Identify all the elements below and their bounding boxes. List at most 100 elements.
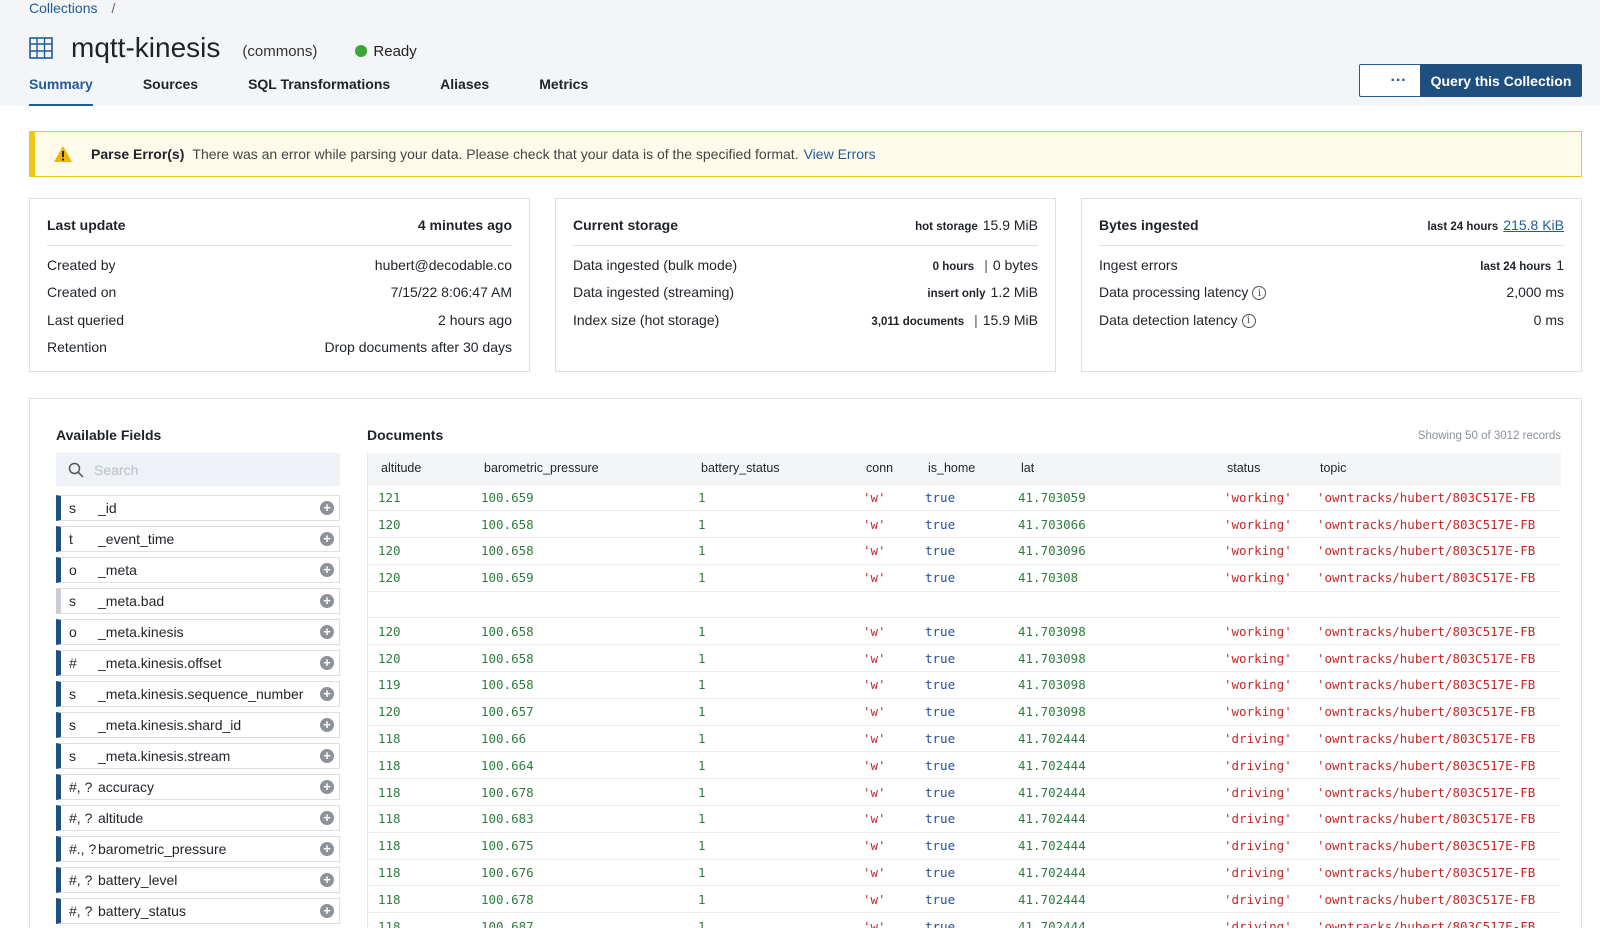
column-header[interactable]: topic	[1307, 453, 1561, 485]
search-icon	[68, 462, 84, 478]
table-cell: true	[915, 698, 1008, 726]
table-cell: 'owntracks/hubert/803C517E-FB	[1307, 725, 1561, 753]
table-cell: 'driving'	[1214, 778, 1307, 807]
row-value: 2,000 ms	[1506, 284, 1564, 301]
table-row[interactable]: 120 100.658 1'w' true 41.703096'working''own…	[368, 537, 1561, 565]
table-cell: true	[915, 725, 1008, 753]
tab-aliases[interactable]: Aliases	[440, 76, 490, 92]
tab-sql-transformations[interactable]: SQL Transformations	[248, 76, 391, 92]
table-row[interactable]: 118 100.664 1'w' true 41.702444'driving''own…	[368, 751, 1561, 780]
row-value: 0 ms	[1533, 311, 1564, 328]
row-value: 2 hours ago	[438, 311, 512, 328]
field-type: o	[69, 562, 77, 578]
field-item[interactable]: # _meta.kinesis.offset +	[56, 650, 340, 676]
add-field-icon[interactable]: +	[320, 532, 334, 546]
table-row[interactable]: 119 100.658 1'w' true 41.703098'working''own…	[368, 671, 1561, 699]
field-item[interactable]: o _meta.kinesis +	[56, 619, 340, 645]
column-header[interactable]: lat	[1008, 453, 1214, 485]
table-row[interactable]	[368, 591, 1561, 619]
table-cell: 100.664	[471, 751, 688, 780]
column-header[interactable]: altitude	[368, 453, 471, 485]
add-field-icon[interactable]: +	[320, 780, 334, 794]
field-item[interactable]: s _meta.kinesis.stream +	[56, 743, 340, 769]
field-item[interactable]: #, ? accuracy +	[56, 774, 340, 800]
info-icon[interactable]: i	[1252, 286, 1267, 301]
small-label: last 24 hours	[1480, 260, 1552, 273]
add-field-icon[interactable]: +	[320, 811, 334, 825]
table-row[interactable]: 118 100.676 1'w' true 41.702444'driving''own…	[368, 859, 1561, 887]
field-item[interactable]: o _meta +	[56, 557, 340, 583]
card-header: Last update 4 minutes ago	[47, 199, 512, 246]
card-row: Data processing latency i 2,000 ms	[1099, 279, 1564, 307]
card-header: Bytes ingested last 24 hours 215.8 KiB	[1099, 199, 1564, 246]
table-row[interactable]: 118 100.683 1'w' true 41.702444'driving''own…	[368, 805, 1561, 833]
bytes-ingested-link[interactable]: 215.8 KiB	[1503, 217, 1564, 233]
table-cell: 1	[688, 484, 853, 512]
view-errors-link[interactable]: View Errors	[803, 146, 876, 162]
table-row[interactable]: 120 100.658 1'w' true 41.703098'working''own…	[368, 644, 1561, 673]
field-item[interactable]: s _meta.kinesis.sequence_number +	[56, 681, 340, 707]
field-item[interactable]: #, ? battery_status +	[56, 898, 340, 924]
field-item[interactable]: s _id +	[56, 495, 340, 521]
add-field-icon[interactable]: +	[320, 625, 334, 639]
table-row[interactable]: 118 100.66 1'w' true 41.702444'driving''ownt…	[368, 725, 1561, 753]
add-field-icon[interactable]: +	[320, 501, 334, 515]
table-cell: 'w'	[853, 832, 915, 860]
table-cell: 'driving'	[1214, 751, 1307, 780]
documents-table-wrap[interactable]: altitude barometric_pressure battery_statu…	[367, 453, 1561, 928]
table-row[interactable]: 120 100.659 1'w' true 41.70308'working''ownt…	[368, 564, 1561, 592]
add-field-icon[interactable]: +	[320, 873, 334, 887]
info-icon[interactable]: i	[1241, 313, 1256, 328]
field-item[interactable]: #., ? barometric_pressure +	[56, 836, 340, 862]
tab-summary[interactable]: Summary	[29, 72, 93, 106]
add-field-icon[interactable]: +	[320, 656, 334, 670]
table-cell: 'owntracks/hubert/803C517E-FB	[1307, 805, 1561, 833]
column-header[interactable]: status	[1214, 453, 1307, 485]
field-item[interactable]: #, ? altitude +	[56, 805, 340, 831]
column-header[interactable]: barometric_pressure	[471, 453, 688, 485]
table-cell: 'owntracks/hubert/803C517E-FB	[1307, 564, 1561, 592]
tab-sources[interactable]: Sources	[142, 76, 199, 92]
table-row[interactable]: 120 100.658 1'w' true 41.703066'working''own…	[368, 510, 1561, 539]
table-cell: 100.676	[471, 859, 688, 887]
tab-metrics[interactable]: Metrics	[539, 76, 589, 92]
row-label: Data detection latency i	[1099, 312, 1256, 328]
table-row[interactable]: 118 100.675 1'w' true 41.702444'driving''own…	[368, 832, 1561, 860]
query-collection-button[interactable]: Query this Collection	[1420, 64, 1582, 97]
table-cell: 1	[688, 617, 853, 646]
card-row: Retention Drop documents after 30 days	[47, 334, 512, 362]
table-row[interactable]: 121 100.659 1'w' true 41.703059'working''own…	[368, 484, 1561, 512]
table-row[interactable]: 118 100.687 1'w' true 41.702444'driving''own…	[368, 912, 1561, 928]
column-header[interactable]: battery_status	[688, 453, 853, 485]
column-header[interactable]: is_home	[915, 453, 1008, 485]
field-name: _meta.kinesis.shard_id	[98, 717, 242, 733]
table-cell: 1	[688, 859, 853, 887]
small-label: last 24 hours	[1427, 221, 1499, 233]
search-input[interactable]	[94, 461, 314, 478]
add-field-icon[interactable]: +	[320, 687, 334, 701]
add-field-icon[interactable]: +	[320, 842, 334, 856]
field-item[interactable]: #, ? battery_level +	[56, 867, 340, 893]
add-field-icon[interactable]: +	[320, 718, 334, 732]
table-row[interactable]: 120 100.657 1'w' true 41.703098'working''own…	[368, 698, 1561, 726]
table-row[interactable]: 118 100.678 1'w' true 41.702444'driving''own…	[368, 885, 1561, 914]
breadcrumb-collections-link[interactable]: Collections	[29, 0, 98, 16]
table-row[interactable]: 120 100.658 1'w' true 41.703098'working''own…	[368, 617, 1561, 646]
table-cell: 120	[368, 698, 471, 726]
add-field-icon[interactable]: +	[320, 594, 334, 608]
alert-title: Parse Error(s)	[91, 146, 185, 162]
field-name: barometric_pressure	[98, 841, 227, 857]
column-header[interactable]: conn	[853, 453, 915, 485]
table-cell: 'owntracks/hubert/803C517E-FB	[1307, 751, 1561, 780]
add-field-icon[interactable]: +	[320, 749, 334, 763]
add-field-icon[interactable]: +	[320, 904, 334, 918]
table-cell	[471, 591, 688, 619]
field-item[interactable]: s _meta.bad +	[56, 588, 340, 614]
breadcrumb-separator: /	[111, 0, 116, 16]
add-field-icon[interactable]: +	[320, 563, 334, 577]
table-row[interactable]: 118 100.678 1'w' true 41.702444'driving''own…	[368, 778, 1561, 807]
field-name: altitude	[98, 810, 144, 826]
field-item[interactable]: s _meta.kinesis.shard_id +	[56, 712, 340, 738]
field-item[interactable]: t _event_time +	[56, 526, 340, 552]
table-cell: 100.687	[471, 912, 688, 928]
